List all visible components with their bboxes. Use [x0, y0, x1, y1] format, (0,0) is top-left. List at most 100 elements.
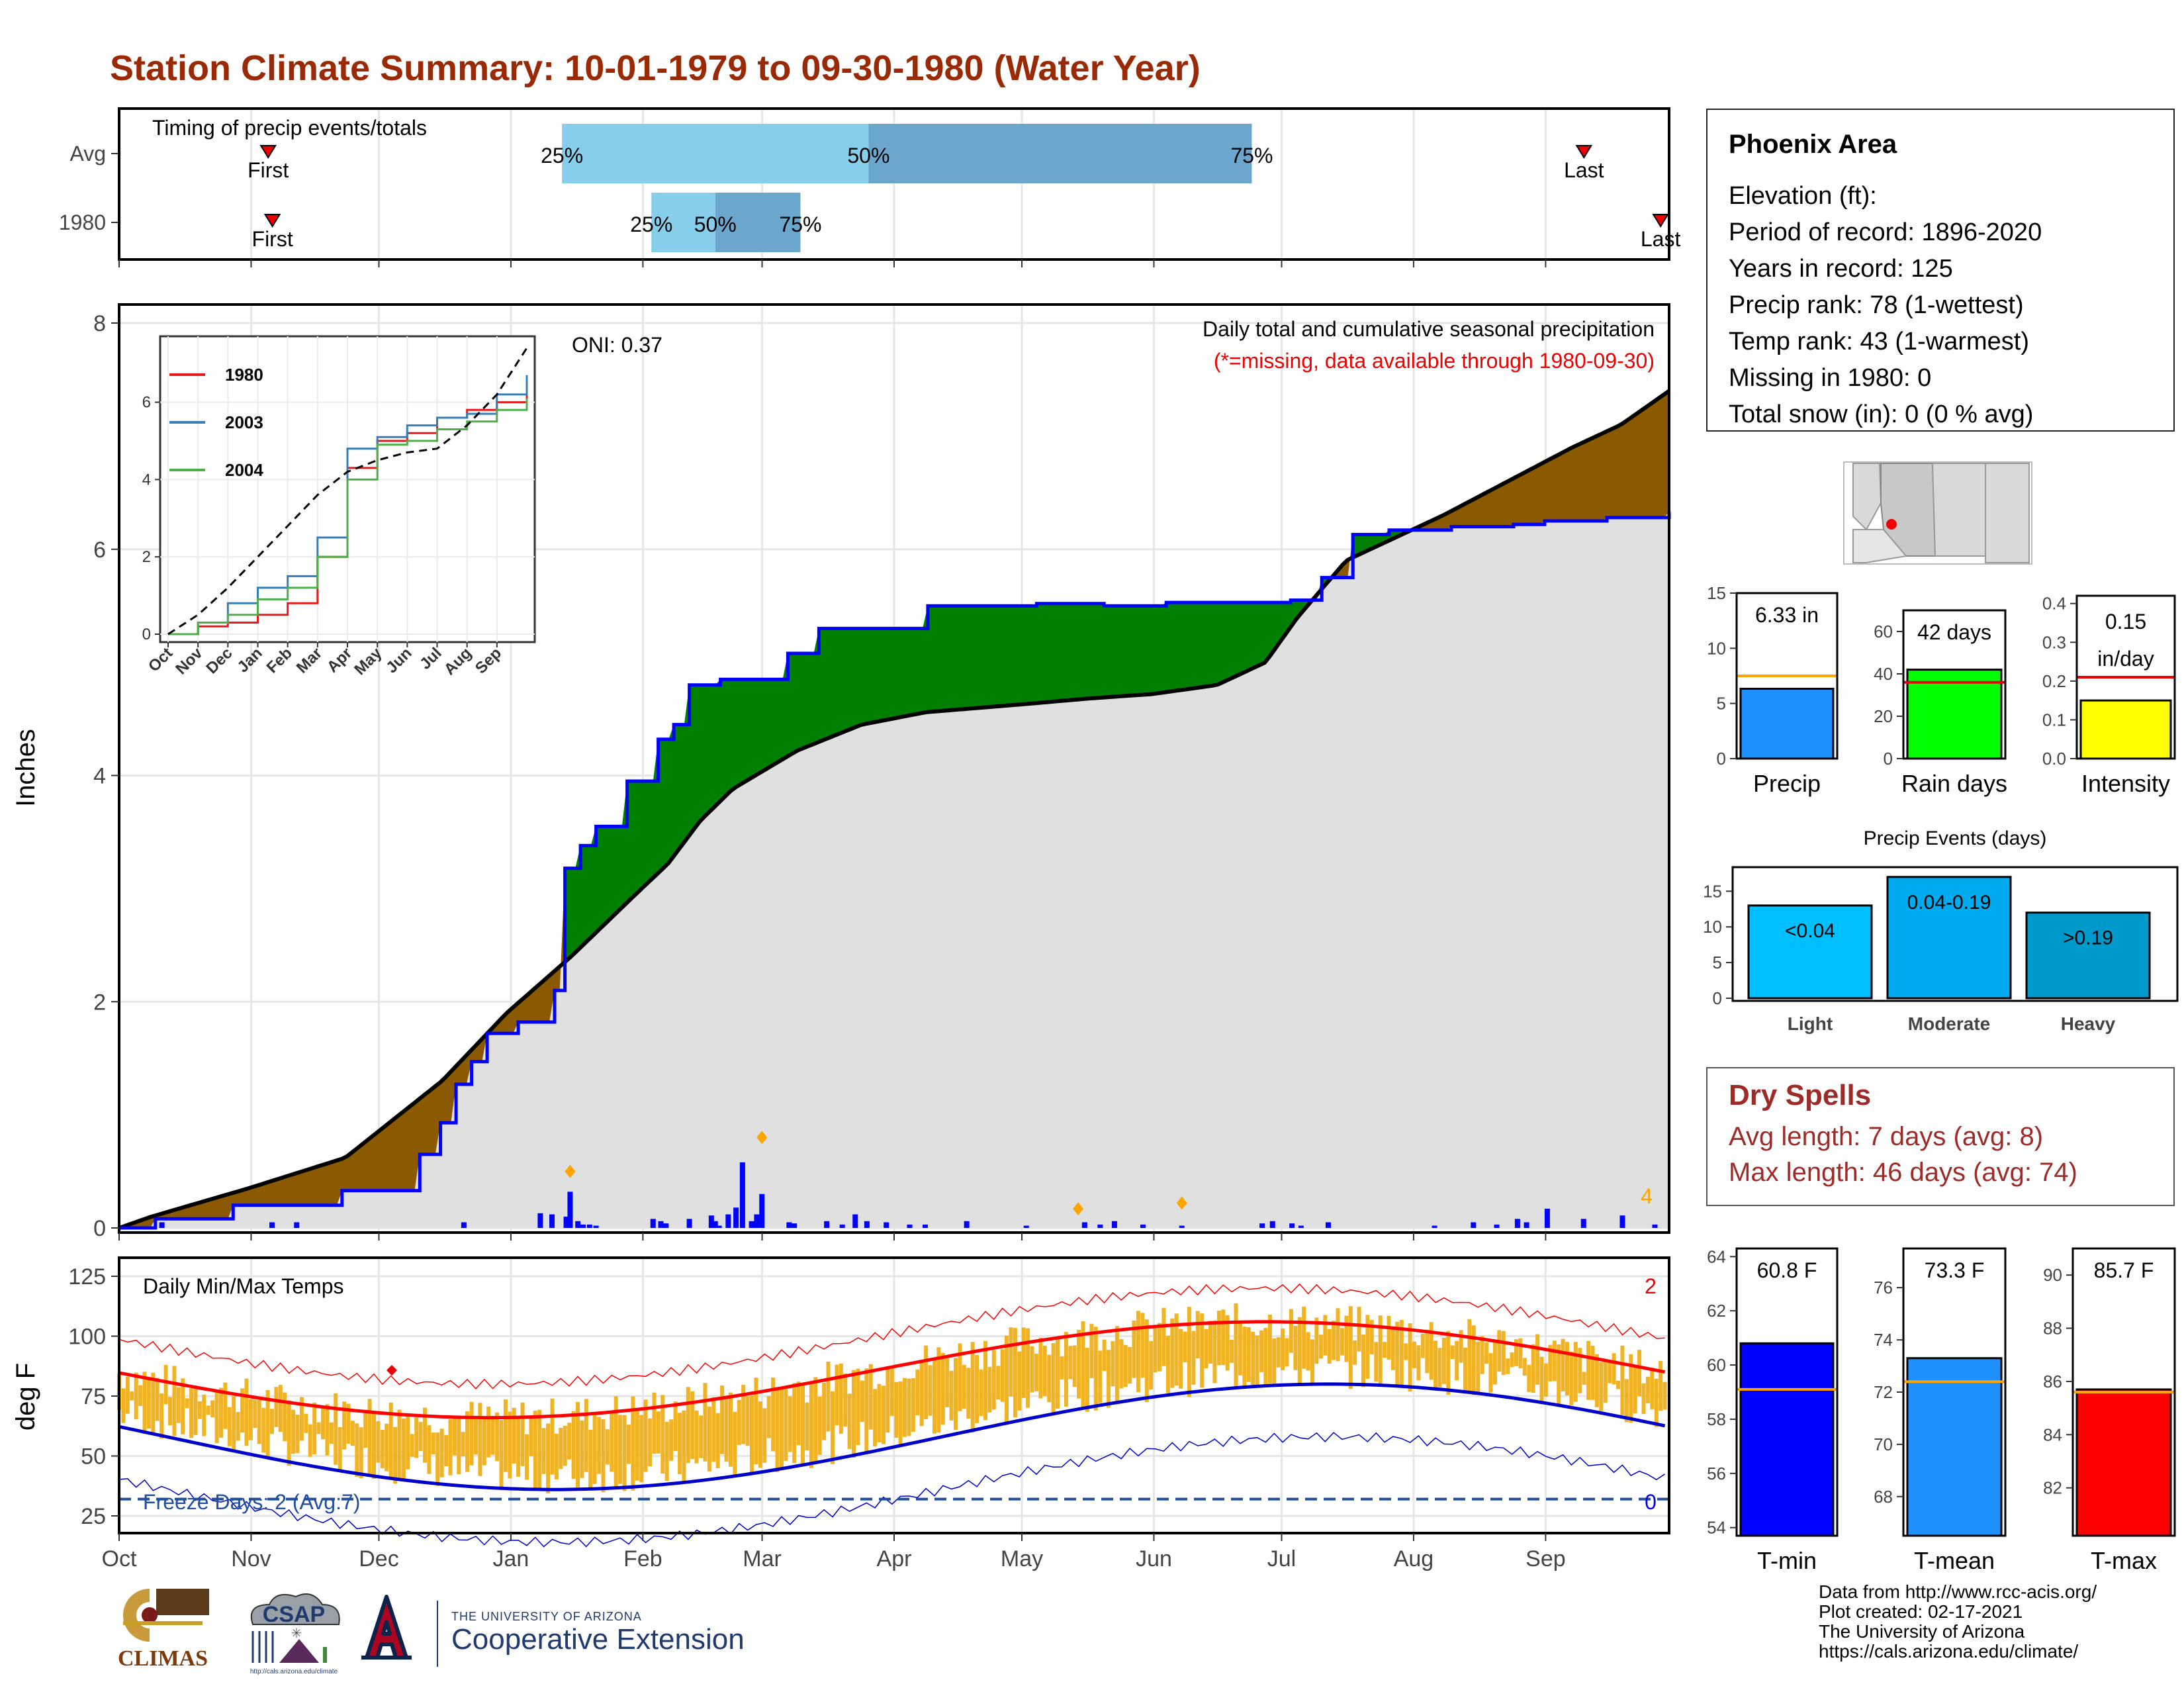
summary-y-tick-label: 54	[1707, 1518, 1726, 1538]
credit-line: The University of Arizona	[1819, 1621, 2025, 1642]
timing-bar-lower	[651, 193, 715, 252]
precip-daily-bar	[1259, 1223, 1265, 1228]
temperature-count-bottom: 0	[1645, 1490, 1657, 1514]
events-bar	[1747, 904, 1873, 1000]
precip-daily-bar	[294, 1222, 300, 1228]
precip-daily-bar	[712, 1221, 718, 1228]
station-location-marker	[1886, 519, 1897, 530]
summary-value-label: 60.8 F	[1757, 1258, 1817, 1282]
climas-logo: CLIMAS	[118, 1589, 209, 1671]
temperature-x-tick-label: Feb	[623, 1546, 662, 1571]
summary-bar	[1739, 688, 1835, 760]
locator-map	[1843, 461, 2032, 565]
summary-y-tick-label: 58	[1707, 1409, 1726, 1429]
csap-logo-text: CSAP	[263, 1602, 325, 1627]
timing-first-marker	[263, 214, 281, 228]
timing-bar-lower	[562, 124, 869, 183]
temperature-avg-max-line	[118, 1320, 1666, 1420]
rain-days-panel-border	[1902, 609, 2007, 760]
precip-y-tick-label: 2	[93, 990, 106, 1015]
precip-daily-bar	[964, 1221, 970, 1228]
tmax-panel: 82 84 86 88 90 85.7 F T-max	[2043, 1247, 2176, 1574]
precip-event-marker	[756, 1131, 768, 1145]
summary-value-label: 85.7 F	[2094, 1258, 2154, 1282]
summary-panel-label: T-min	[1757, 1547, 1817, 1574]
temperature-x-tick-label: Apr	[877, 1546, 912, 1571]
precip-daily-bar	[658, 1221, 664, 1228]
temperature-y-axis-label: deg F	[11, 1363, 40, 1430]
precip-daily-bar	[1652, 1224, 1658, 1228]
intensity-panel-border	[2075, 594, 2176, 760]
precip-total-panel: 0 5 10 15 6.33 in Precip	[1707, 583, 1839, 797]
summary-bar	[2075, 1388, 2172, 1537]
summary-panel-label: T-max	[2091, 1547, 2157, 1574]
map-region	[1852, 529, 1907, 563]
precip-daily-bar	[159, 1222, 165, 1228]
timing-p50-label: 50%	[694, 212, 737, 236]
temperature-panel-label: Daily Min/Max Temps	[143, 1274, 343, 1298]
summary-y-tick-label: 40	[1874, 664, 1893, 684]
coop-extension-org: THE UNIVERSITY OF ARIZONA	[451, 1610, 642, 1623]
precip-daily-bar	[749, 1221, 754, 1228]
summary-y-tick-label: 56	[1707, 1464, 1726, 1483]
precip-daily-bar	[759, 1194, 765, 1228]
inset-y-tick-label: 2	[142, 548, 151, 566]
summary-y-tick-label: 82	[2043, 1478, 2062, 1498]
precip-daily-bar	[1544, 1208, 1550, 1228]
precip-daily-bar	[708, 1215, 714, 1228]
temperature-x-tick-label: May	[1001, 1546, 1043, 1571]
summary-y-tick-label: 76	[1874, 1278, 1893, 1297]
events-category-label: Heavy	[2061, 1013, 2116, 1034]
summary-y-tick-label: 74	[1874, 1330, 1893, 1350]
tmin-panel-border	[1735, 1247, 1839, 1537]
summary-panel-label: Rain days	[1901, 770, 2007, 797]
summary-y-tick-label: 90	[2043, 1265, 2062, 1285]
summary-y-tick-label: 70	[1874, 1434, 1893, 1454]
temperature-record-min-line	[118, 1432, 1666, 1548]
info-line: Period of record: 1896-2020	[1729, 218, 2042, 246]
timing-bar-upper	[715, 193, 801, 252]
precip-daily-bar	[461, 1222, 467, 1228]
temperature-freeze-label: Freeze Days: 2 (Avg:7)	[143, 1490, 360, 1514]
summary-y-tick-label: 84	[2043, 1425, 2062, 1444]
timing-last-marker	[1652, 214, 1669, 228]
precip-daily-bar	[650, 1219, 656, 1228]
credit-line: https://cals.arizona.edu/climate/	[1819, 1641, 2079, 1662]
temperature-record-marker	[387, 1365, 397, 1376]
logo-divider	[437, 1601, 438, 1667]
precip-daily-bar	[1269, 1221, 1275, 1228]
precip-daily-bar	[864, 1221, 870, 1228]
precip-daily-bar	[1097, 1224, 1103, 1228]
tmax-panel-border	[2071, 1247, 2176, 1537]
summary-value-label: 73.3 F	[1925, 1258, 1985, 1282]
precip-daily-bar	[686, 1219, 692, 1228]
map-state	[1852, 463, 1882, 531]
temperature-x-tick-label: Aug	[1394, 1546, 1434, 1571]
precip-event-marker	[1073, 1201, 1084, 1215]
summary-y-tick-label: 68	[1874, 1487, 1893, 1507]
temperature-record-max-line	[118, 1283, 1665, 1390]
summary-y-tick-label: 60	[1874, 622, 1893, 641]
summary-y-tick-label: 0	[1717, 749, 1726, 769]
summary-panel-label: Precip	[1753, 770, 1821, 797]
precip-daily-bar	[1179, 1225, 1185, 1228]
timing-p75-label: 75%	[779, 212, 821, 236]
precip-daily-bar	[852, 1214, 858, 1228]
precip-deficit-area	[124, 391, 1669, 1228]
precip-daily-bar	[1580, 1219, 1586, 1228]
timing-panel-label: Timing of precip events/totals	[152, 116, 427, 140]
summary-bar	[2079, 699, 2172, 760]
precip-daily-bar	[884, 1222, 889, 1228]
inset-y-tick-label: 6	[142, 394, 151, 412]
summary-bar	[1906, 1357, 2003, 1537]
inset-y-tick-label: 0	[142, 626, 151, 643]
temperature-x-tick-label: Sep	[1525, 1546, 1566, 1571]
precip-count-label: 4	[1641, 1184, 1653, 1208]
timing-last-label: Last	[1564, 158, 1604, 182]
precip-daily-bar	[1494, 1224, 1500, 1228]
events-category-label: Moderate	[1908, 1013, 1990, 1034]
events-bar-label: <0.04	[1785, 920, 1835, 942]
precip-daily-bar	[563, 1216, 569, 1228]
events-bar-label: >0.19	[2063, 927, 2113, 949]
temperature-y-tick-label: 50	[81, 1444, 106, 1470]
